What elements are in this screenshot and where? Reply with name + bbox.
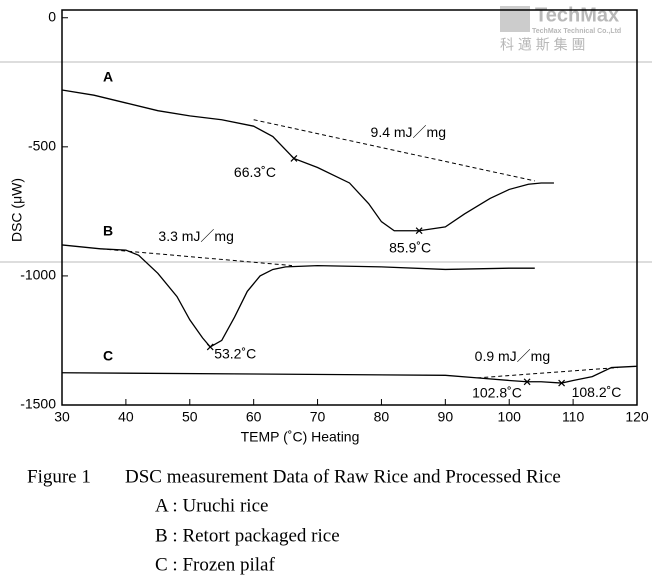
baseline	[477, 367, 618, 379]
caption-item: B : Retort packaged rice	[155, 525, 340, 546]
x-tick-label: 80	[374, 409, 390, 425]
x-tick-label: 70	[310, 409, 326, 425]
baseline	[253, 119, 535, 182]
y-tick-label: -1000	[20, 267, 56, 283]
x-tick-label: 30	[54, 409, 70, 425]
peak-label: 102.8˚C	[472, 384, 522, 400]
x-tick-label: 40	[118, 409, 134, 425]
peak-marker	[290, 155, 298, 162]
watermark-brand: TechMax	[535, 4, 619, 26]
caption-item: A : Uruchi rice	[155, 495, 268, 516]
peak-label: 66.3˚C	[234, 164, 276, 180]
x-tick-label: 60	[246, 409, 262, 425]
baseline	[100, 248, 293, 267]
watermark-company: TechMax Technical Co.,Ltd	[532, 28, 621, 35]
x-tick-label: 100	[498, 409, 522, 425]
peak-label: 53.2˚C	[214, 346, 256, 362]
watermark-chinese: 科 邁 斯 集 團	[500, 37, 586, 53]
caption-item: C : Frozen pilaf	[155, 554, 275, 575]
series-label: A	[103, 69, 113, 85]
peak-marker	[415, 227, 423, 235]
baseline-label: 3.3 mJ／mg	[158, 228, 233, 244]
plot-frame	[61, 9, 638, 406]
y-tick-label: -500	[28, 138, 56, 154]
data-line	[61, 89, 554, 232]
x-tick-label: 110	[562, 409, 585, 425]
data-line	[61, 365, 638, 384]
peak-marker	[523, 378, 531, 386]
data-line	[61, 244, 535, 348]
baseline-label: 9.4 mJ／mg	[371, 124, 446, 140]
y-axis-label: DSC (μW)	[9, 178, 25, 242]
peak-marker	[558, 379, 566, 387]
peak-label: 108.2˚C	[572, 384, 622, 400]
x-tick-label: 120	[625, 409, 649, 425]
peak-marker	[206, 343, 214, 351]
x-tick-label: 90	[438, 409, 454, 425]
caption-title: DSC measurement Data of Raw Rice and Pro…	[125, 466, 561, 487]
x-axis-label: TEMP (˚C) Heating	[241, 429, 360, 445]
y-tick-label: 0	[48, 8, 56, 24]
series-label: B	[103, 223, 113, 239]
caption-figure: Figure 1	[27, 466, 91, 487]
baseline-label: 0.9 mJ／mg	[475, 348, 550, 364]
peak-label: 85.9˚C	[389, 239, 431, 255]
x-tick-label: 50	[182, 409, 198, 425]
y-tick-label: -1500	[20, 396, 56, 412]
series-label: C	[103, 348, 113, 364]
